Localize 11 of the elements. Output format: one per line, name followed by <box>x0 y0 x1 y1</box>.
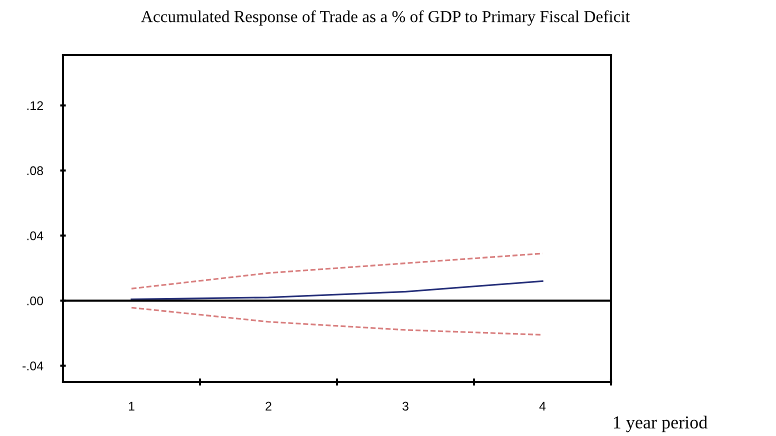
y-tick-label: .00 <box>27 296 44 306</box>
x-tick-label: 1 <box>128 402 134 411</box>
x-tick-label: 2 <box>266 402 272 411</box>
x-tick-label: 3 <box>402 402 408 411</box>
x-tick-label: 4 <box>539 402 546 411</box>
chart-title: Accumulated Response of Trade as a % of GDP to Primary Fiscal Deficit <box>141 10 630 26</box>
y-tick-label: .12 <box>27 101 43 110</box>
y-tick-label: .08 <box>27 166 44 176</box>
x-axis-title: 1 year period <box>614 416 708 432</box>
y-tick-label: .04 <box>27 231 44 240</box>
y-tick-label: -.04 <box>22 362 44 370</box>
